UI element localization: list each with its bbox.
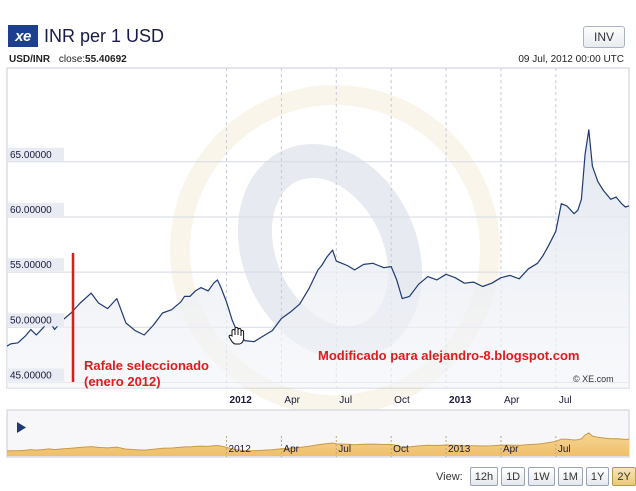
y-axis-labels: 45.00000 50.00000 55.00000 60.00000 65.00000 [8, 147, 64, 382]
view-button-1m[interactable]: 1M [557, 467, 583, 486]
chart-header: xe INR per 1 USD [8, 22, 164, 50]
y-tick-label: 45.00000 [10, 370, 52, 381]
y-tick-label: 55.00000 [10, 260, 52, 271]
hand-cursor-icon [228, 326, 245, 345]
y-tick-bg [8, 147, 64, 161]
timestamp: 09 Jul, 2012 00:00 UTC [518, 54, 624, 65]
view-button-1y[interactable]: 1Y [585, 467, 610, 486]
y-tick-bg [8, 202, 64, 216]
x-tick-label: Oct [394, 395, 410, 406]
x-tick-label: 2013 [449, 395, 472, 406]
navigator-label: 2012 [229, 444, 252, 455]
navigator-label: Jul [558, 444, 571, 455]
play-icon[interactable] [17, 422, 26, 433]
view-button-1d[interactable]: 1D [501, 467, 526, 486]
copyright-text: © XE.com [573, 374, 614, 384]
navigator-label: Apr [283, 444, 299, 455]
chart-title: INR per 1 USD [44, 25, 165, 46]
x-tick-label: 2012 [230, 395, 253, 406]
x-axis-labels: 2012 Apr Jul Oct 2013 Apr Jul [230, 395, 572, 406]
close-label: close: [58, 54, 86, 65]
selection-annotation-line1: Rafale seleccionado [84, 358, 209, 373]
xe-logo: xe [8, 25, 38, 47]
navigator-label: Oct [393, 444, 409, 455]
modified-annotation: Modificado para alejandro-8.blogspot.com [318, 348, 580, 363]
navigator-labels: 2012 Apr Jul Oct 2013 Apr Jul [226, 436, 571, 457]
selection-annotation: Rafale seleccionado (enero 2012) [84, 358, 254, 390]
close-info: close:55.40692 [59, 54, 127, 65]
x-tick-label: Jul [559, 395, 572, 406]
selection-annotation-line2: (enero 2012) [84, 374, 161, 389]
x-tick-label: Apr [284, 395, 300, 406]
navigator-label: Apr [503, 444, 519, 455]
y-tick-label: 60.00000 [10, 205, 52, 216]
navigator-label: Jul [338, 444, 351, 455]
y-tick-bg [8, 258, 64, 272]
y-tick-label: 50.00000 [10, 315, 52, 326]
y-tick-bg [8, 368, 64, 382]
close-value: 55.40692 [85, 54, 127, 65]
view-buttons: 12h 1D 1W 1M 1Y 2Y [467, 467, 636, 486]
y-tick-label: 65.00000 [10, 150, 52, 161]
x-tick-label: Jul [339, 395, 352, 406]
price-line [6, 129, 630, 347]
view-button-1w[interactable]: 1W [528, 467, 555, 486]
pair-info: USD/INR close:55.40692 [9, 54, 127, 65]
navigator-label: 2013 [448, 444, 471, 455]
y-tick-bg [8, 313, 64, 327]
navigator-area [6, 432, 630, 456]
price-area [6, 129, 630, 389]
view-label: View: [436, 470, 463, 483]
invert-button[interactable]: INV [583, 26, 625, 48]
view-selector: View: 12h 1D 1W 1M 1Y 2Y [436, 467, 636, 486]
x-tick-label: Apr [504, 395, 520, 406]
view-button-12h[interactable]: 12h [469, 467, 499, 486]
navigator-fill [7, 432, 629, 456]
price-area-fill [7, 129, 629, 389]
currency-pair: USD/INR [9, 54, 51, 65]
view-button-2y[interactable]: 2Y [612, 467, 636, 486]
navigator-line [6, 432, 630, 452]
